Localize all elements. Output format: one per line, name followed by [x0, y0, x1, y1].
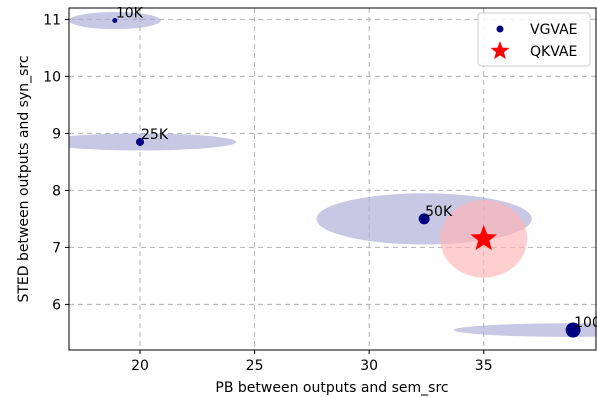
- variance-ellipses: [69, 11, 596, 337]
- variance-ellipse: [69, 133, 237, 151]
- data-points: [112, 18, 581, 338]
- legend-label: QKVAE: [530, 44, 577, 60]
- legend-label: VGVAE: [530, 22, 578, 38]
- data-point: [418, 213, 430, 225]
- axis-ticks: 20 25 30 35 6 7 8 9 10 11: [43, 12, 492, 374]
- data-point: [136, 137, 145, 146]
- x-tick-label: 30: [360, 358, 378, 374]
- y-tick-label: 9: [52, 126, 61, 142]
- star-marker: [470, 224, 498, 251]
- variance-ellipse: [453, 323, 596, 337]
- legend-circle-marker: [496, 25, 504, 33]
- y-tick-label: 6: [52, 297, 61, 313]
- point-label: 10K: [116, 6, 144, 22]
- x-tick-label: 35: [475, 358, 493, 374]
- y-tick-label: 11: [43, 12, 61, 28]
- point-label: 100K: [574, 315, 597, 331]
- x-tick-label: 20: [131, 358, 149, 374]
- y-axis-label: STED between outputs and syn_src: [16, 55, 32, 302]
- data-point: [112, 18, 118, 24]
- y-tick-label: 10: [43, 69, 61, 85]
- x-tick-label: 25: [246, 358, 264, 374]
- legend-box: [477, 12, 591, 67]
- y-tick-label: 7: [52, 240, 61, 256]
- legend-star-marker: [490, 41, 510, 60]
- plot-frame: [68, 7, 597, 351]
- point-label: 50K: [425, 204, 453, 220]
- point-label: 25K: [141, 127, 169, 143]
- y-tick-label: 8: [52, 183, 61, 199]
- data-point: [565, 322, 581, 338]
- point-labels: 10K 25K 50K 100K: [116, 6, 597, 332]
- legend: VGVAE QKVAE: [477, 12, 591, 67]
- x-axis-label: PB between outputs and sem_src: [215, 380, 448, 396]
